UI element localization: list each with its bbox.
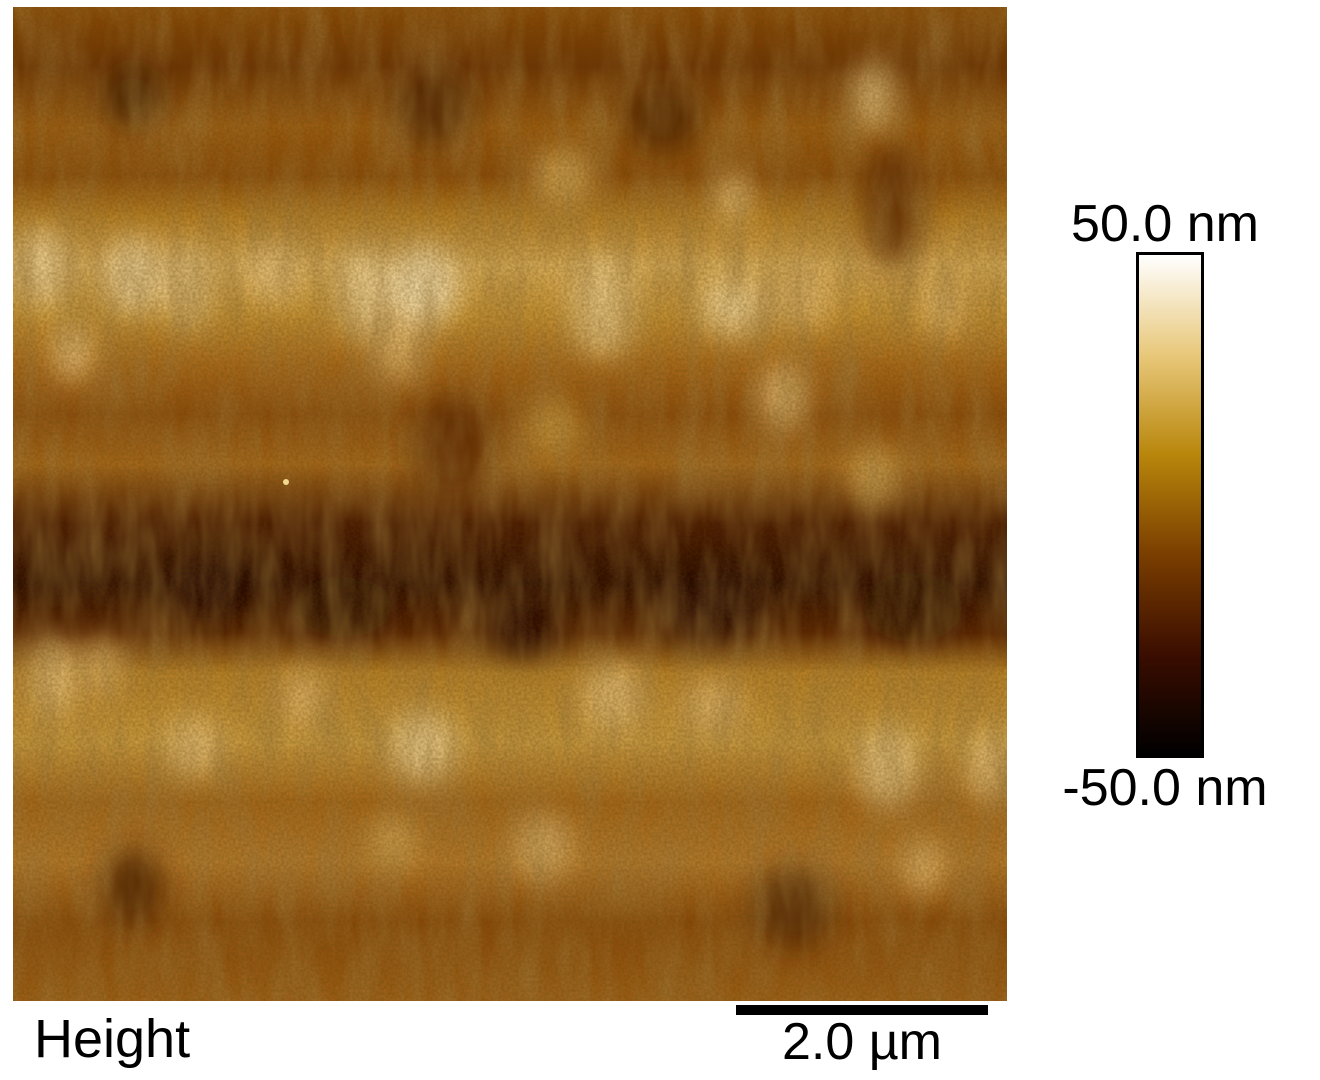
scale-bar-label: 2.0 µm <box>781 1013 942 1071</box>
height-colorbar <box>1136 252 1204 758</box>
scale-bar <box>736 1005 988 1015</box>
colorbar-min-label: -50.0 nm <box>1062 759 1268 817</box>
bright-particle <box>283 479 289 485</box>
channel-label: Height <box>34 1009 191 1069</box>
afm-height-image <box>13 7 1007 1001</box>
colorbar-max-label: 50.0 nm <box>1071 195 1259 253</box>
